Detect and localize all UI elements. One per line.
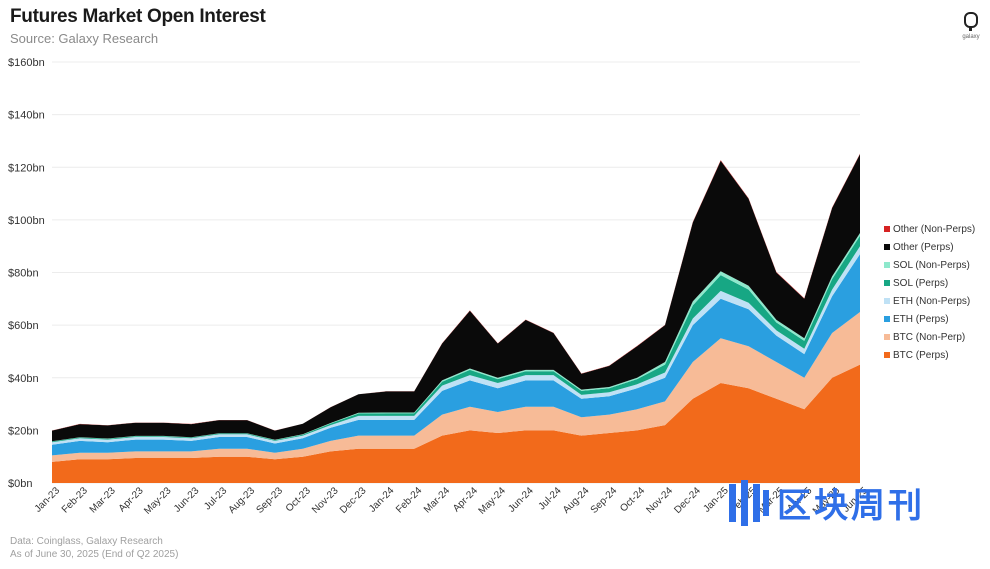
x-tick-label: Sep-24 — [589, 485, 620, 516]
x-tick-label: Jun-23 — [172, 485, 202, 515]
legend-item: SOL (Perps) — [884, 274, 975, 292]
x-tick-label: Apr-24 — [451, 485, 480, 514]
x-tick-label: May-23 — [142, 485, 174, 517]
legend-label: BTC (Perps) — [893, 349, 949, 361]
legend-item: BTC (Non-Perp) — [884, 328, 975, 346]
x-tick-label: May-24 — [477, 485, 509, 517]
area-btc-non-perp — [52, 312, 860, 462]
legend-label: Other (Perps) — [893, 241, 954, 253]
x-tick-label: Aug-23 — [227, 485, 258, 516]
legend-item: Other (Perps) — [884, 238, 975, 256]
legend-label: ETH (Non-Perps) — [893, 295, 971, 307]
chart-legend: Other (Non-Perps) Other (Perps) SOL (Non-P… — [884, 220, 975, 364]
y-tick-label: $60bn — [8, 320, 39, 332]
legend-label: Other (Non-Perps) — [893, 223, 976, 235]
x-tick-label: Feb-23 — [60, 485, 90, 515]
x-tick-label: Jan-23 — [33, 485, 63, 515]
chart-title: Futures Market Open Interest — [10, 6, 266, 27]
x-tick-label: Apr-23 — [117, 485, 146, 514]
chart-subtitle: Source: Galaxy Research — [10, 31, 159, 46]
legend-swatch — [884, 334, 890, 340]
legend-swatch — [884, 352, 890, 358]
stacked-areas — [52, 153, 860, 483]
y-tick-label: $0bn — [8, 478, 32, 490]
x-tick-label: Jan-24 — [367, 485, 397, 515]
galaxy-logo-text: galaxy — [962, 34, 980, 40]
legend-swatch — [884, 226, 890, 232]
x-tick-label: Mar-24 — [422, 485, 452, 515]
legend-item: ETH (Non-Perps) — [884, 292, 975, 310]
x-tick-label: Oct-24 — [618, 485, 647, 514]
area-btc-perps — [52, 364, 860, 483]
legend-swatch — [884, 244, 890, 250]
x-tick-label: Nov-23 — [310, 485, 341, 516]
footer-as-of: As of June 30, 2025 (End of Q2 2025) — [10, 549, 179, 560]
galaxy-logo-icon — [964, 12, 978, 31]
legend-item: BTC (Perps) — [884, 346, 975, 364]
y-tick-label: $40bn — [8, 373, 39, 385]
legend-swatch — [884, 298, 890, 304]
legend-swatch — [884, 262, 890, 268]
y-tick-label: $100bn — [8, 215, 45, 227]
y-axis-tick-labels: $0bn $20bn $40bn $60bn $80bn $100bn $120bn $140… — [8, 57, 45, 490]
y-tick-label: $120bn — [8, 162, 45, 174]
x-tick-label: Oct-23 — [284, 485, 313, 514]
watermark: 区块周刊 — [727, 478, 925, 527]
y-tick-label: $160bn — [8, 57, 45, 69]
x-tick-label: Nov-24 — [645, 485, 676, 516]
legend-swatch — [884, 316, 890, 322]
watermark-text: 区块周刊 — [777, 486, 925, 526]
watermark-logo-icon — [729, 479, 769, 526]
legend-label: ETH (Perps) — [893, 313, 949, 325]
footer-data-source: Data: Coinglass, Galaxy Research — [10, 536, 163, 547]
galaxy-logo: galaxy — [958, 12, 984, 40]
x-tick-label: Dec-23 — [338, 485, 369, 516]
legend-label: SOL (Perps) — [893, 277, 949, 289]
x-tick-label: Jun-24 — [506, 485, 536, 515]
x-tick-label: Sep-23 — [254, 485, 285, 516]
y-tick-label: $80bn — [8, 268, 39, 280]
legend-swatch — [884, 280, 890, 286]
x-tick-label: Feb-24 — [394, 485, 424, 515]
y-tick-label: $20bn — [8, 425, 39, 437]
x-tick-label: Dec-24 — [672, 485, 703, 516]
y-tick-label: $140bn — [8, 110, 45, 122]
legend-item: Other (Non-Perps) — [884, 220, 975, 238]
legend-label: BTC (Non-Perp) — [893, 331, 966, 343]
x-tick-label: Mar-23 — [88, 485, 118, 515]
legend-item: ETH (Perps) — [884, 310, 975, 328]
legend-item: SOL (Non-Perps) — [884, 256, 975, 274]
legend-label: SOL (Non-Perps) — [893, 259, 970, 271]
area-eth-perps — [52, 254, 860, 456]
x-tick-label: Aug-24 — [561, 485, 592, 516]
